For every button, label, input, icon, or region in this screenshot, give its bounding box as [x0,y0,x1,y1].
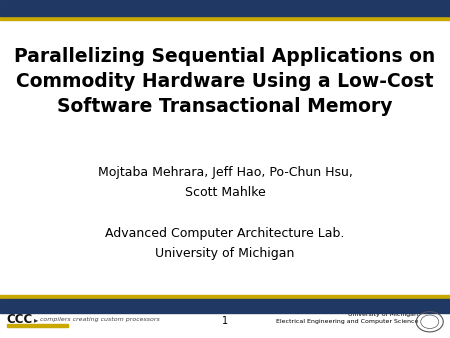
Bar [0,299,450,313]
Text: University of Michigan
Electrical Engineering and Computer Science: University of Michigan Electrical Engine… [276,312,418,324]
Text: compilers creating custom processors: compilers creating custom processors [40,317,160,322]
Text: Mojtaba Mehrara, Jeff Hao, Po-Chun Hsu,
Scott Mahlke: Mojtaba Mehrara, Jeff Hao, Po-Chun Hsu, … [98,166,352,199]
Bar [0,295,450,299]
Bar [7,324,68,327]
Bar [0,16,450,20]
Text: 1: 1 [222,316,228,326]
Text: CCC: CCC [7,313,33,326]
Text: Parallelizing Sequential Applications on
Commodity Hardware Using a Low-Cost
Sof: Parallelizing Sequential Applications on… [14,47,436,116]
Text: ▸: ▸ [34,315,38,324]
Text: Advanced Computer Architecture Lab.
University of Michigan: Advanced Computer Architecture Lab. Univ… [105,227,345,260]
Bar [0,0,450,16]
